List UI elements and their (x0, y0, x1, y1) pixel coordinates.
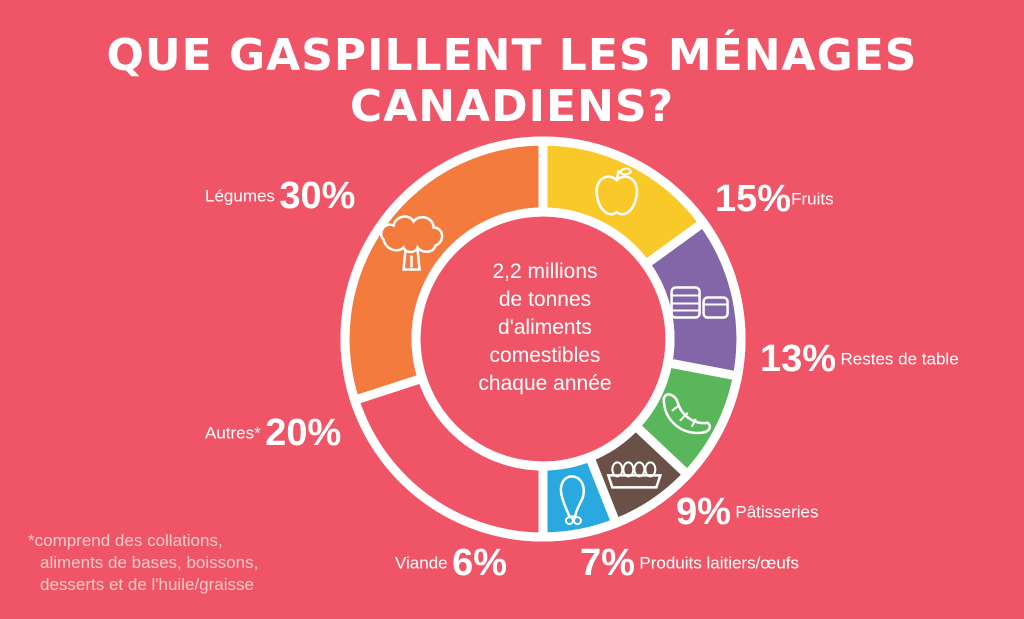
name-restes: Restes de table (840, 349, 959, 369)
center-label: 2,2 millions de tonnes d'aliments comest… (430, 258, 660, 398)
pct-patisseries: 9% (676, 491, 731, 533)
name-produits: Produits laitiers/œufs (639, 553, 800, 573)
center-line: de tonnes (498, 288, 592, 311)
name-fruits: Fruits (791, 189, 834, 209)
pct-fruits: 15% (715, 178, 792, 220)
footnote-line: desserts et de l'huile/graisse (40, 575, 254, 594)
center-line: 2,2 millions (492, 260, 598, 283)
label-autres: Autres* 20% (205, 414, 341, 452)
footnote-line: aliments de bases, boissons, (40, 553, 259, 572)
center-line: chaque année (478, 372, 612, 395)
pct-legumes: 30% (279, 175, 356, 217)
ring-outer-border (340, 136, 746, 542)
name-patisseries: Pâtisseries (735, 502, 819, 522)
label-legumes: Légumes 30% (205, 177, 355, 215)
pct-viande: 6% (452, 542, 508, 584)
label-fruits: 15%Fruits (715, 180, 834, 218)
egg-carton-icon (606, 461, 663, 489)
label-produits: 7% Produits laitiers/œufs (580, 544, 799, 582)
center-line: d'aliments (498, 316, 592, 339)
chart-title: QUE GASPILLENT LES MÉNAGES CANADIENS? (106, 30, 918, 132)
name-viande: Viande (395, 553, 448, 573)
label-viande: Viande 6% (395, 544, 507, 582)
croissant-icon (662, 393, 712, 435)
ring-inner-border (411, 207, 675, 471)
footnote-line: *comprend des collations, (28, 531, 223, 550)
footnote: *comprend des collations, aliments de ba… (28, 530, 328, 596)
label-patisseries: 9% Pâtisseries (676, 493, 819, 531)
broccoli-icon (379, 215, 444, 271)
center-line: comestibles (489, 344, 601, 367)
pct-restes: 13% (760, 338, 837, 380)
pct-autres: 20% (265, 412, 342, 454)
name-legumes: Légumes (205, 186, 275, 206)
pct-produits: 7% (580, 542, 635, 584)
leftovers-containers-icon (670, 286, 729, 319)
apple-icon (595, 167, 639, 216)
name-autres: Autres* (205, 423, 261, 443)
drumstick-icon (559, 475, 586, 526)
label-restes: 13% Restes de table (760, 340, 959, 378)
